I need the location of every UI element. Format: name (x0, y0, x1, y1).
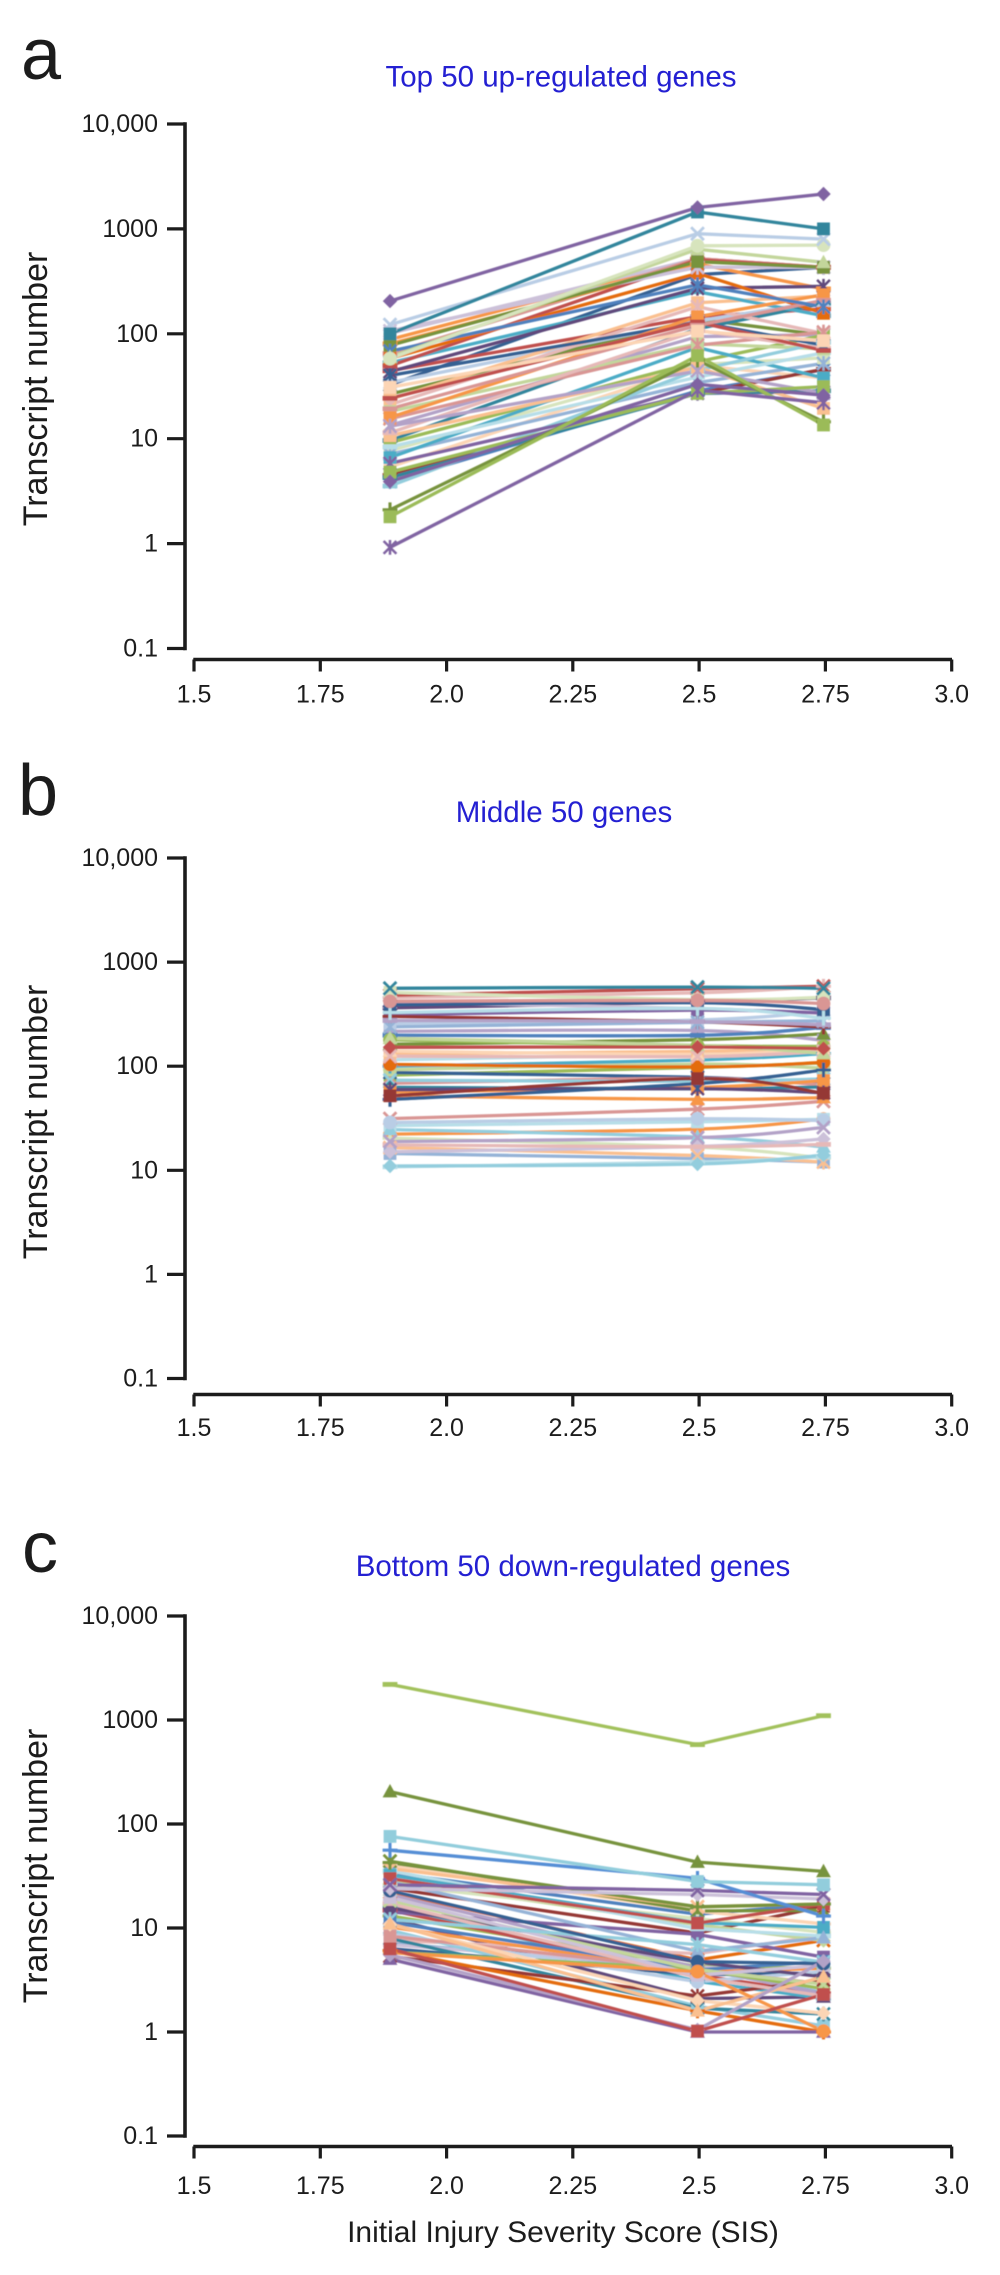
svg-text:10,000: 10,000 (82, 844, 158, 872)
svg-text:100: 100 (116, 1810, 158, 1838)
svg-text:1000: 1000 (102, 1706, 158, 1734)
svg-text:2.5: 2.5 (682, 681, 717, 709)
svg-text:0.1: 0.1 (123, 2122, 158, 2150)
svg-text:2.25: 2.25 (548, 1414, 597, 1442)
svg-text:100: 100 (116, 320, 158, 348)
svg-text:10: 10 (130, 425, 158, 453)
svg-text:Transcript number: Transcript number (17, 252, 55, 527)
svg-text:2.5: 2.5 (682, 2172, 717, 2200)
svg-text:2.75: 2.75 (801, 1414, 850, 1442)
svg-text:a: a (21, 15, 62, 95)
svg-text:Transcript number: Transcript number (17, 1729, 55, 2004)
svg-text:10: 10 (130, 1156, 158, 1184)
svg-text:2.75: 2.75 (801, 681, 850, 709)
svg-text:2.0: 2.0 (429, 1414, 464, 1442)
svg-text:2.25: 2.25 (548, 681, 597, 709)
svg-text:1000: 1000 (102, 948, 158, 976)
svg-text:Top 50 up-regulated genes: Top 50 up-regulated genes (386, 61, 737, 94)
svg-text:1: 1 (144, 530, 158, 558)
svg-text:2.5: 2.5 (682, 1414, 717, 1442)
svg-text:2.25: 2.25 (548, 2172, 597, 2200)
svg-text:100: 100 (116, 1052, 158, 1080)
svg-text:2.75: 2.75 (801, 2172, 850, 2200)
svg-text:2.0: 2.0 (429, 2172, 464, 2200)
svg-text:10,000: 10,000 (82, 110, 158, 138)
svg-text:1.75: 1.75 (296, 1414, 345, 1442)
svg-text:0.1: 0.1 (123, 1365, 158, 1393)
svg-text:Transcript number: Transcript number (17, 985, 55, 1260)
svg-text:2.0: 2.0 (429, 681, 464, 709)
svg-text:3.0: 3.0 (934, 681, 969, 709)
svg-text:1.5: 1.5 (177, 1414, 212, 1442)
svg-text:Initial Injury Severity Score: Initial Injury Severity Score (SIS) (347, 2216, 779, 2249)
svg-text:10: 10 (130, 1914, 158, 1942)
svg-text:0.1: 0.1 (123, 635, 158, 663)
svg-text:1: 1 (144, 1260, 158, 1288)
svg-text:10,000: 10,000 (82, 1602, 158, 1630)
svg-text:3.0: 3.0 (934, 1414, 969, 1442)
svg-text:c: c (22, 1508, 58, 1588)
svg-text:1000: 1000 (102, 215, 158, 243)
svg-text:1.5: 1.5 (177, 2172, 212, 2200)
svg-text:1.75: 1.75 (296, 681, 345, 709)
svg-text:b: b (18, 751, 58, 831)
svg-text:Middle 50 genes: Middle 50 genes (456, 796, 672, 829)
svg-text:1: 1 (144, 2018, 158, 2046)
svg-text:3.0: 3.0 (934, 2172, 969, 2200)
svg-text:Bottom 50 down-regulated genes: Bottom 50 down-regulated genes (356, 1550, 791, 1583)
svg-text:1.5: 1.5 (177, 681, 212, 709)
svg-text:1.75: 1.75 (296, 2172, 345, 2200)
